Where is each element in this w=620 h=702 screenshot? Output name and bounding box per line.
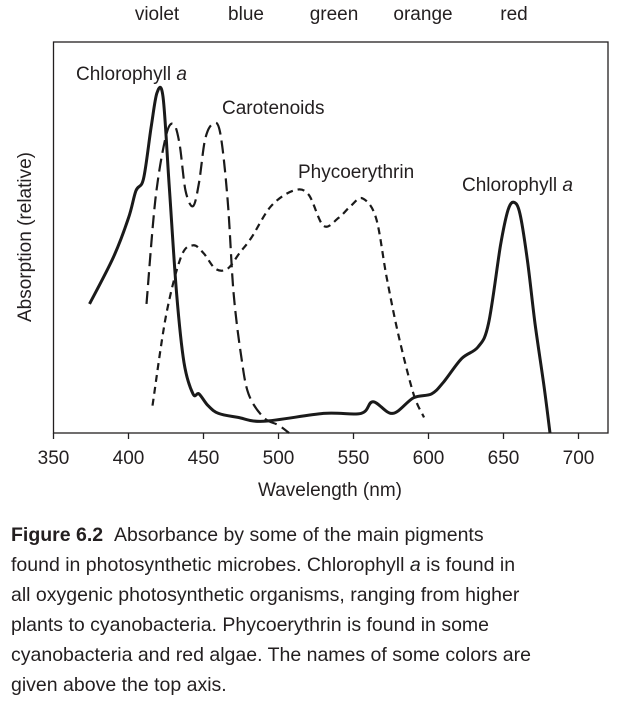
annotation-layer: Chlorophyll a Carotenoids Phycoerythrin Chl…: [76, 64, 573, 196]
x-axis-ticks: 350 400 450 500 550 600 650 700: [38, 433, 595, 469]
x-tick-label: 400: [113, 448, 145, 469]
series-annotation: Phycoerythrin: [298, 162, 414, 183]
caption-line-1: Figure 6.2 Absorbance by some of the mai…: [11, 520, 611, 550]
x-tick-label: 700: [563, 448, 595, 469]
series-annotation: Chlorophyll a: [76, 64, 187, 85]
plot-frame: [52, 41, 609, 434]
x-tick-label: 600: [413, 448, 445, 469]
series-phycoerythrin: [151, 188, 426, 418]
absorption-chart: 350 400 450 500 550 600 650 700 Chlorophyll a Ca…: [15, 41, 609, 501]
caption-text: is found in: [420, 554, 516, 576]
x-tick-label: 500: [263, 448, 295, 469]
color-name-orange: orange: [393, 4, 453, 25]
caption-line-6: given above the top axis.: [11, 674, 227, 696]
series-annotation: Carotenoids: [222, 98, 324, 119]
caption-line-5: cyanobacteria and red algae. The names o…: [11, 644, 531, 666]
x-tick-label: 350: [38, 448, 70, 469]
series-carotenoids: [145, 121, 290, 434]
color-name-red: red: [500, 4, 528, 25]
caption-text: Absorbance by some of the main pigments: [113, 524, 484, 546]
caption-line-3: all oxygenic photosynthetic organisms, r…: [11, 584, 520, 606]
x-tick-label: 550: [338, 448, 370, 469]
caption-text: found in photosynthetic microbes. Chloro…: [11, 554, 410, 576]
figure-caption: Figure 6.2 Absorbance by some of the mai…: [11, 520, 611, 700]
x-tick-label: 650: [488, 448, 520, 469]
color-name-violet: violet: [134, 4, 180, 25]
x-tick-label: 450: [188, 448, 220, 469]
series-annotation: Chlorophyll a: [462, 175, 573, 196]
y-axis-label: Absorption (relative): [15, 152, 36, 322]
caption-italic: a: [409, 554, 421, 576]
color-name-green: green: [309, 4, 359, 25]
figure-label: Figure 6.2: [11, 524, 104, 546]
color-name-blue: blue: [228, 4, 264, 25]
x-axis-label: Wavelength (nm): [258, 480, 402, 501]
caption-line-2: found in photosynthetic microbes. Chloro…: [11, 550, 611, 580]
series-layer: [88, 85, 552, 434]
caption-line-4: plants to cyanobacteria. Phycoerythrin i…: [11, 614, 490, 636]
series-chlorophyll-a: [88, 85, 552, 434]
